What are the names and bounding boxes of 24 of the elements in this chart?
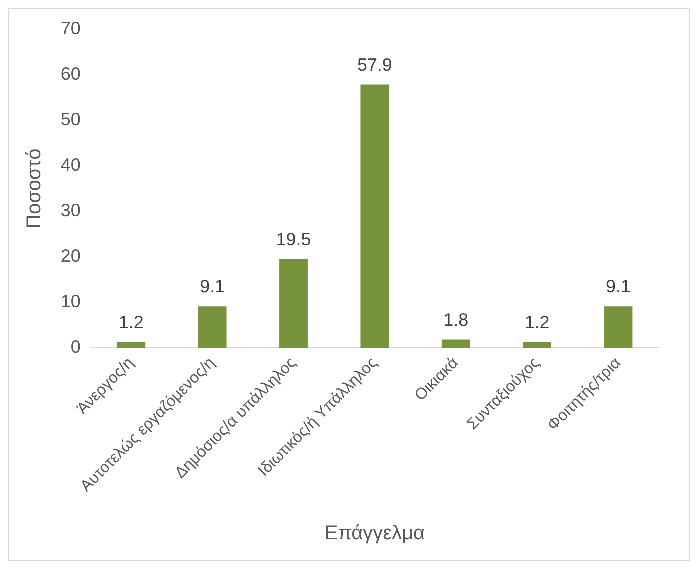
bar [117, 342, 146, 348]
y-tick-label: 60 [60, 64, 81, 84]
data-label: 1.8 [444, 310, 469, 330]
data-label: 57.9 [357, 54, 392, 75]
y-tick-label: 20 [60, 246, 81, 266]
x-axis-title: Επάγγελμα [324, 522, 425, 545]
data-label: 9.1 [606, 276, 631, 297]
bar [523, 342, 552, 348]
y-tick-label: 30 [60, 200, 81, 221]
data-label: 1.2 [524, 312, 550, 333]
data-label: 9.1 [200, 276, 226, 297]
y-tick-label: 0 [70, 336, 81, 357]
bar [360, 84, 390, 348]
y-axis-title: Ποσοστό [23, 148, 46, 229]
bar [198, 306, 227, 348]
y-tick-label: 10 [60, 291, 81, 312]
bar [604, 306, 633, 348]
bar [442, 340, 470, 348]
y-tick-label: 40 [60, 155, 81, 176]
data-label: 19.5 [276, 229, 312, 250]
y-tick-label: 50 [60, 110, 81, 130]
bar [280, 259, 308, 348]
data-label: 1.2 [118, 312, 144, 333]
y-tick-label: 70 [60, 18, 81, 39]
